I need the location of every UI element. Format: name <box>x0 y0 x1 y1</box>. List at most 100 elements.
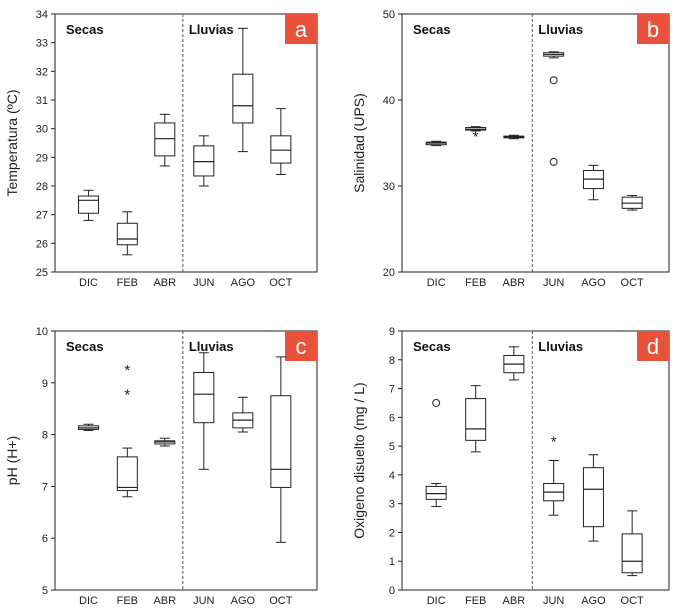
box-jun <box>543 51 565 166</box>
season-label-dry: Secas <box>66 22 104 37</box>
x-tick-label: DIC <box>427 277 446 289</box>
y-tick-label: 25 <box>36 267 48 279</box>
y-tick-label: 26 <box>36 238 48 250</box>
x-tick-label: JUN <box>193 595 214 607</box>
panel-badge <box>637 331 669 361</box>
box-iqr <box>425 485 447 500</box>
x-tick-label: FEB <box>465 277 486 289</box>
x-tick-label: JUN <box>543 277 564 289</box>
y-axis-label: Salinidad (UPS) <box>351 93 367 193</box>
y-tick-label: 20 <box>383 267 395 279</box>
box-iqr <box>582 467 604 528</box>
x-tick-label: AGO <box>231 277 256 289</box>
box-ago <box>232 396 254 433</box>
box-iqr <box>116 456 138 492</box>
box-iqr <box>193 145 215 177</box>
panel-badge <box>637 14 669 44</box>
outlier-star: * <box>124 387 130 404</box>
box-jun <box>193 135 215 187</box>
y-tick-label: 2 <box>389 527 395 539</box>
box-iqr <box>270 135 292 164</box>
box-ago <box>232 27 254 153</box>
y-tick-label: 6 <box>42 533 48 545</box>
panel-letter: a <box>295 17 308 42</box>
y-tick-label: 4 <box>389 470 395 482</box>
box-feb: * <box>465 126 487 145</box>
box-iqr <box>270 395 292 488</box>
season-label-rainy: Lluvias <box>538 339 583 354</box>
box-iqr <box>154 122 176 157</box>
y-axis-label: Oxigeno disuelto (mg / L) <box>351 382 367 538</box>
y-tick-label: 30 <box>36 124 48 136</box>
y-tick-label: 30 <box>383 181 395 193</box>
panel-d: 0 1 2 3 4 5 6 7 8 9 Oxigeno disuelto (mg / L) Secas… <box>351 326 670 607</box>
y-tick-label: 28 <box>36 181 48 193</box>
plot-frame <box>401 13 670 273</box>
season-label-dry: Secas <box>413 22 451 37</box>
box-oct <box>621 194 643 211</box>
plot-frame <box>54 13 318 273</box>
x-tick-label: FEB <box>117 595 138 607</box>
box-jun: * <box>543 433 565 516</box>
box-abr <box>154 113 176 167</box>
panel-badge <box>285 331 317 361</box>
season-label-dry: Secas <box>413 339 451 354</box>
y-tick-label: 6 <box>389 412 395 424</box>
y-tick-label: 5 <box>42 585 48 597</box>
box-feb <box>465 385 487 453</box>
y-tick-label: 0 <box>389 585 395 597</box>
box-iqr <box>78 195 100 214</box>
y-tick-label: 9 <box>42 378 48 390</box>
x-tick-label: DIC <box>79 595 98 607</box>
y-tick-label: 5 <box>389 441 395 453</box>
x-tick-label: OCT <box>269 277 293 289</box>
season-label-rainy: Lluvias <box>189 22 234 37</box>
y-axis-label: pH (H+) <box>4 436 20 485</box>
outlier-circle <box>549 157 558 166</box>
x-tick-label: AGO <box>581 277 606 289</box>
x-tick-label: OCT <box>621 277 645 289</box>
y-tick-label: 3 <box>389 499 395 511</box>
plot-frame <box>54 330 318 591</box>
y-tick-label: 7 <box>389 384 395 396</box>
panel-b: 20 30 40 50 Salinidad (UPS) Secas Lluvias b DIC *… <box>351 9 670 289</box>
box-dic <box>78 423 100 431</box>
outlier-circle <box>432 398 441 407</box>
box-iqr <box>232 73 254 124</box>
box-feb: ** <box>116 362 138 498</box>
x-tick-label: JUN <box>193 277 214 289</box>
season-label-dry: Secas <box>66 339 104 354</box>
panel-letter: c <box>296 334 307 359</box>
box-oct <box>270 108 292 176</box>
y-tick-label: 1 <box>389 556 395 568</box>
box-iqr <box>193 371 215 424</box>
y-tick-label: 9 <box>389 326 395 338</box>
box-ago <box>582 454 604 542</box>
y-tick-label: 33 <box>36 38 48 50</box>
x-tick-label: ABR <box>503 277 526 289</box>
box-feb <box>116 211 138 256</box>
x-tick-label: OCT <box>269 595 293 607</box>
y-axis-label: Temperatura (ºC) <box>4 89 20 196</box>
x-tick-label: FEB <box>117 277 138 289</box>
season-label-rainy: Lluvias <box>189 339 234 354</box>
season-label-rainy: Lluvias <box>538 22 583 37</box>
box-iqr <box>465 398 487 441</box>
outlier-circle <box>549 76 558 85</box>
x-tick-label: DIC <box>79 277 98 289</box>
x-tick-label: ABR <box>503 595 526 607</box>
box-dic <box>78 189 100 221</box>
box-abr <box>503 346 525 381</box>
panel-badge <box>285 14 317 44</box>
x-tick-label: ABR <box>153 595 176 607</box>
box-abr <box>154 437 176 447</box>
box-oct <box>621 510 643 577</box>
plot-frame <box>401 330 670 591</box>
panel-letter: d <box>647 334 659 359</box>
box-iqr <box>116 222 138 246</box>
y-tick-label: 7 <box>42 481 48 493</box>
x-tick-label: AGO <box>231 595 256 607</box>
y-tick-label: 27 <box>36 210 48 222</box>
